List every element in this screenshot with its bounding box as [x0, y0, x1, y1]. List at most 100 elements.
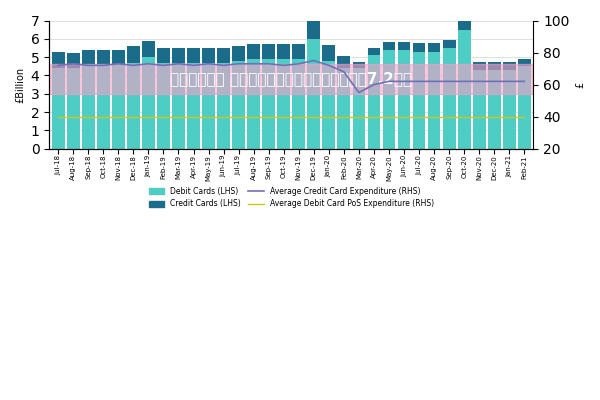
Bar [307, 39, 320, 149]
Bar [97, 64, 110, 149]
Average Debit Card PoS Expenditure (RHS) [235, 114, 242, 119]
Bar [337, 68, 350, 149]
Bar [307, 20, 320, 39]
Average Credit Card Expenditure (RHS) [55, 63, 62, 68]
Average Credit Card Expenditure (RHS) [85, 63, 92, 68]
Text: 杠杆炙股技巧 汇聚科技根据获行使股份计划发行7.2万股: 杠杆炙股技巧 汇聚科技根据获行使股份计划发行7.2万股 [170, 72, 412, 86]
Bar [202, 63, 215, 149]
Bar [67, 68, 80, 149]
Average Debit Card PoS Expenditure (RHS) [385, 114, 392, 119]
Bar [247, 59, 260, 149]
Average Debit Card PoS Expenditure (RHS) [145, 114, 152, 119]
Average Credit Card Expenditure (RHS) [446, 79, 453, 84]
Bar [413, 52, 425, 149]
Bar [473, 62, 485, 70]
Bar [292, 44, 305, 59]
Bar [232, 46, 245, 61]
Bar [202, 48, 215, 63]
Average Debit Card PoS Expenditure (RHS) [491, 114, 498, 119]
Average Debit Card PoS Expenditure (RHS) [115, 114, 122, 119]
Average Debit Card PoS Expenditure (RHS) [265, 114, 272, 119]
Average Credit Card Expenditure (RHS) [431, 79, 438, 84]
Average Credit Card Expenditure (RHS) [325, 63, 332, 68]
Bar [518, 58, 531, 66]
Bar [428, 52, 440, 149]
Bar [458, 22, 470, 30]
Bar [52, 52, 65, 68]
Average Debit Card PoS Expenditure (RHS) [506, 114, 513, 119]
Average Credit Card Expenditure (RHS) [370, 82, 377, 87]
Average Credit Card Expenditure (RHS) [506, 79, 513, 84]
Bar [322, 45, 335, 61]
Average Debit Card PoS Expenditure (RHS) [220, 114, 227, 119]
Bar [353, 68, 365, 149]
Bar [503, 62, 515, 70]
Bar [232, 61, 245, 149]
Bar [413, 43, 425, 52]
Average Debit Card PoS Expenditure (RHS) [310, 114, 317, 119]
Average Credit Card Expenditure (RHS) [220, 63, 227, 68]
Average Debit Card PoS Expenditure (RHS) [190, 114, 197, 119]
Average Debit Card PoS Expenditure (RHS) [415, 114, 422, 119]
Bar [187, 48, 200, 63]
Bar [49, 64, 533, 94]
Bar [217, 63, 230, 149]
Average Credit Card Expenditure (RHS) [521, 79, 528, 84]
Bar [353, 62, 365, 68]
Average Debit Card PoS Expenditure (RHS) [280, 114, 287, 119]
Bar [112, 50, 125, 64]
Average Debit Card PoS Expenditure (RHS) [70, 114, 77, 119]
Average Credit Card Expenditure (RHS) [190, 63, 197, 68]
Bar [127, 63, 140, 149]
Bar [67, 54, 80, 68]
Average Credit Card Expenditure (RHS) [115, 61, 122, 66]
Bar [428, 43, 440, 52]
Bar [142, 41, 155, 57]
Bar [112, 64, 125, 149]
Average Credit Card Expenditure (RHS) [160, 63, 167, 68]
Average Credit Card Expenditure (RHS) [461, 79, 468, 84]
Bar [262, 59, 275, 149]
Bar [398, 42, 410, 50]
Bar [488, 70, 500, 149]
Average Debit Card PoS Expenditure (RHS) [130, 114, 137, 119]
Bar [277, 44, 290, 59]
Bar [503, 70, 515, 149]
Bar [292, 59, 305, 149]
Average Debit Card PoS Expenditure (RHS) [431, 114, 438, 119]
Average Debit Card PoS Expenditure (RHS) [461, 114, 468, 119]
Average Debit Card PoS Expenditure (RHS) [340, 114, 347, 119]
Bar [398, 50, 410, 149]
Average Debit Card PoS Expenditure (RHS) [521, 114, 528, 119]
Line: Average Credit Card Expenditure (RHS): Average Credit Card Expenditure (RHS) [58, 60, 524, 92]
Bar [368, 55, 380, 149]
Average Debit Card PoS Expenditure (RHS) [100, 114, 107, 119]
Average Credit Card Expenditure (RHS) [250, 61, 257, 66]
Bar [488, 62, 500, 70]
Average Debit Card PoS Expenditure (RHS) [175, 114, 182, 119]
Average Credit Card Expenditure (RHS) [310, 58, 317, 63]
Average Credit Card Expenditure (RHS) [280, 63, 287, 68]
Average Debit Card PoS Expenditure (RHS) [85, 114, 92, 119]
Bar [157, 63, 170, 149]
Average Credit Card Expenditure (RHS) [205, 61, 212, 66]
Bar [217, 48, 230, 63]
Bar [97, 50, 110, 64]
Average Credit Card Expenditure (RHS) [400, 79, 407, 84]
Average Debit Card PoS Expenditure (RHS) [370, 114, 377, 119]
Bar [458, 30, 470, 149]
Average Debit Card PoS Expenditure (RHS) [55, 114, 62, 119]
Bar [383, 50, 395, 149]
Average Credit Card Expenditure (RHS) [415, 79, 422, 84]
Bar [383, 42, 395, 50]
Bar [187, 63, 200, 149]
Average Debit Card PoS Expenditure (RHS) [476, 114, 483, 119]
Average Credit Card Expenditure (RHS) [295, 61, 302, 66]
Average Debit Card PoS Expenditure (RHS) [446, 114, 453, 119]
Bar [142, 57, 155, 149]
Bar [262, 44, 275, 59]
Average Debit Card PoS Expenditure (RHS) [355, 114, 362, 119]
Average Debit Card PoS Expenditure (RHS) [400, 114, 407, 119]
Bar [247, 44, 260, 59]
Bar [277, 59, 290, 149]
